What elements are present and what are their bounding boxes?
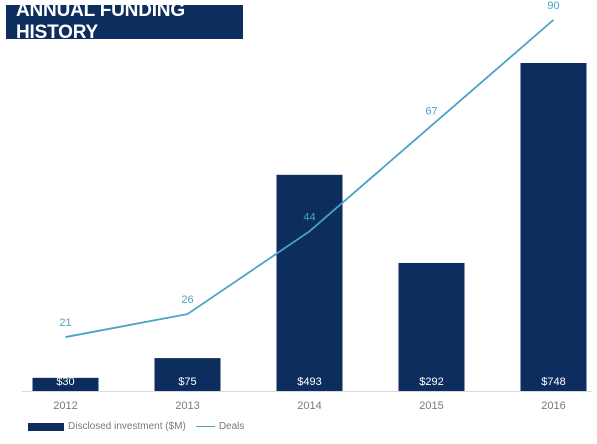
legend-item-deals: Deals bbox=[195, 421, 245, 432]
deals-label-2012: 21 bbox=[59, 317, 71, 329]
bar-label-2013: $75 bbox=[178, 376, 196, 388]
x-tick-2016: 2016 bbox=[541, 400, 565, 412]
bar-2013 bbox=[154, 358, 221, 391]
deals-line bbox=[65, 19, 555, 338]
x-tick-2013: 2013 bbox=[175, 400, 199, 412]
bar-2015 bbox=[398, 262, 465, 391]
bar-2016 bbox=[520, 63, 587, 391]
deals-label-2016: 90 bbox=[547, 0, 559, 12]
bar-label-2012: $30 bbox=[56, 376, 74, 388]
legend-swatch-line bbox=[195, 425, 215, 428]
x-tick-2015: 2015 bbox=[419, 400, 443, 412]
legend-item-investment: Disclosed investment ($M) bbox=[28, 421, 186, 432]
x-tick-2014: 2014 bbox=[297, 400, 321, 412]
legend: Disclosed investment ($M) Deals bbox=[28, 421, 254, 432]
bar-label-2015: $292 bbox=[419, 376, 443, 388]
legend-label-deals: Deals bbox=[218, 421, 245, 432]
deals-label-2013: 26 bbox=[181, 294, 193, 306]
legend-swatch-bar bbox=[28, 422, 64, 431]
deals-label-2015: 67 bbox=[425, 106, 437, 118]
chart-title: ANNUAL FUNDING HISTORY bbox=[16, 0, 185, 43]
bar-label-2016: $748 bbox=[541, 376, 565, 388]
bar-2014 bbox=[276, 174, 343, 391]
bar-label-2014: $493 bbox=[297, 376, 321, 388]
deals-label-2014: 44 bbox=[303, 211, 315, 223]
x-tick-2012: 2012 bbox=[53, 400, 77, 412]
legend-label-investment: Disclosed investment ($M) bbox=[68, 421, 186, 432]
bar-2012 bbox=[32, 377, 99, 391]
chart-title-banner: ANNUAL FUNDING HISTORY bbox=[6, 0, 243, 43]
